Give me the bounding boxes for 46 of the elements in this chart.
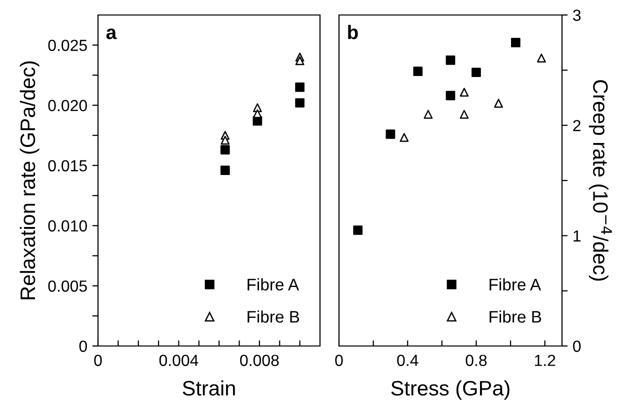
x-tick-label: 0.008 [240, 354, 279, 366]
point [446, 56, 456, 65]
y-tick-label: 0.025 [48, 40, 87, 52]
y2-tick-label: 0 [573, 340, 581, 352]
point [220, 145, 230, 154]
y-tick-label: 0.010 [48, 220, 87, 232]
point [220, 136, 230, 145]
point [472, 68, 481, 78]
annotation: b [348, 24, 358, 40]
y2-tick-label: 2 [573, 120, 580, 132]
y-tick-label: 0 [79, 340, 87, 352]
point [424, 110, 433, 119]
y-tick-label: 0.005 [48, 280, 87, 292]
x-tick-label: 0.8 [466, 354, 487, 366]
x-axis-title: Strain [182, 380, 235, 396]
y2-tick-label: 1 [574, 230, 581, 242]
legend-label: Fibre B [248, 310, 300, 323]
point [295, 98, 304, 108]
point [494, 98, 503, 108]
point [220, 166, 230, 175]
point [386, 129, 396, 139]
legend-label: Fibre A [248, 278, 300, 291]
y-tick-label: 0.015 [48, 160, 87, 172]
x-tick-label: 0.4 [397, 354, 418, 366]
point [295, 56, 304, 66]
point [511, 38, 520, 48]
legend-label: Fibre A [490, 278, 542, 291]
point [536, 54, 546, 62]
point [460, 110, 469, 119]
point [353, 225, 363, 235]
y2-axis-title: Creep rate (10$^{−4}$/dec) [588, 80, 612, 281]
x-tick-label: 0.004 [159, 354, 198, 366]
x-tick-label: 1.2 [534, 354, 556, 366]
x-tick-label: 0 [335, 354, 343, 366]
point [446, 90, 456, 100]
point [413, 66, 423, 76]
annotation: a [106, 28, 117, 40]
x-axis-title: Stress (GPa) [391, 380, 510, 400]
x-tick-label: 0 [94, 354, 102, 366]
point [400, 133, 409, 142]
y-tick-label: 0.020 [48, 100, 87, 112]
y-axis-title: Relaxation rate (GPa/dec) [20, 61, 40, 300]
point [460, 88, 469, 97]
legend-label: Fibre B [490, 310, 542, 323]
point [295, 82, 304, 92]
y2-tick-label: 3 [573, 10, 581, 21]
